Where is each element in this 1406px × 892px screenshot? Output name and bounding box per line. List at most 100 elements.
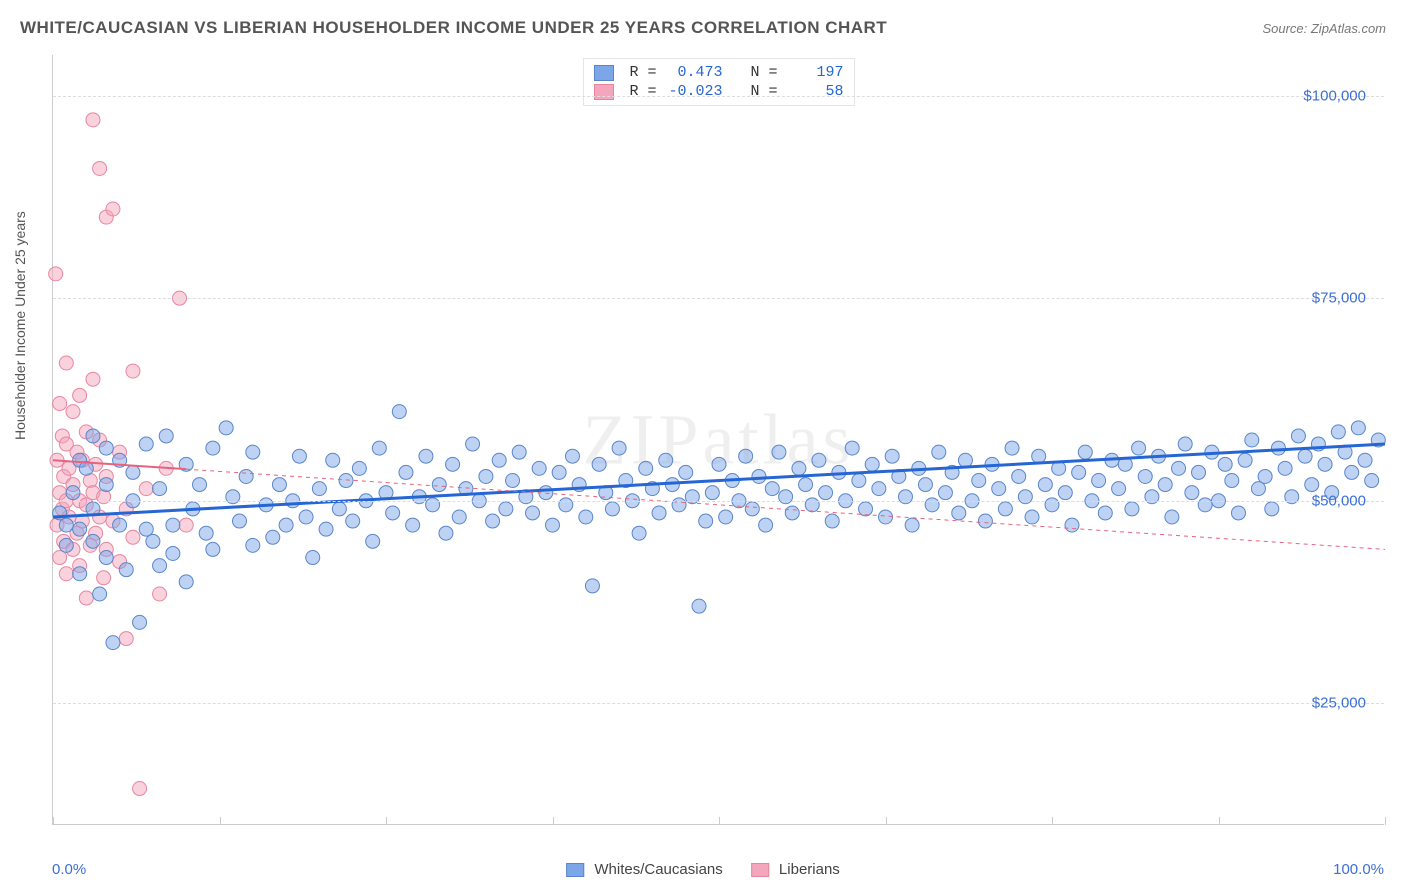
- data-point: [852, 474, 866, 488]
- data-point: [59, 356, 73, 370]
- data-point: [332, 502, 346, 516]
- x-tick: [553, 817, 554, 825]
- data-point: [812, 453, 826, 467]
- data-point: [712, 457, 726, 471]
- data-point: [1138, 469, 1152, 483]
- data-point: [133, 615, 147, 629]
- data-point: [932, 445, 946, 459]
- data-point: [1098, 506, 1112, 520]
- data-point: [366, 534, 380, 548]
- data-point: [565, 449, 579, 463]
- data-point: [439, 526, 453, 540]
- data-point: [106, 636, 120, 650]
- data-point: [1072, 465, 1086, 479]
- data-point: [526, 506, 540, 520]
- gridline: [53, 703, 1384, 704]
- data-point: [386, 506, 400, 520]
- data-point: [59, 567, 73, 581]
- data-point: [246, 445, 260, 459]
- data-point: [312, 482, 326, 496]
- data-point: [1365, 474, 1379, 488]
- chart-title: WHITE/CAUCASIAN VS LIBERIAN HOUSEHOLDER …: [20, 18, 887, 38]
- data-point: [86, 534, 100, 548]
- data-point: [392, 405, 406, 419]
- data-point: [865, 457, 879, 471]
- data-point: [1158, 478, 1172, 492]
- data-point: [166, 546, 180, 560]
- data-point: [1192, 465, 1206, 479]
- data-point: [1358, 453, 1372, 467]
- data-point: [239, 469, 253, 483]
- data-point: [59, 538, 73, 552]
- data-point: [1078, 445, 1092, 459]
- data-point: [139, 437, 153, 451]
- data-point: [765, 482, 779, 496]
- data-point: [99, 551, 113, 565]
- data-point: [1112, 482, 1126, 496]
- x-tick: [220, 817, 221, 825]
- data-point: [53, 397, 67, 411]
- data-point: [446, 457, 460, 471]
- data-point: [612, 441, 626, 455]
- data-point: [552, 465, 566, 479]
- data-point: [352, 461, 366, 475]
- data-point: [1032, 449, 1046, 463]
- y-tick-label: $50,000: [1312, 492, 1366, 509]
- swatch-series1: [593, 65, 613, 81]
- data-point: [1165, 510, 1179, 524]
- data-point: [126, 364, 140, 378]
- n-value-2: 58: [788, 83, 844, 100]
- data-point: [399, 465, 413, 479]
- data-point: [1271, 441, 1285, 455]
- data-point: [499, 502, 513, 516]
- data-point: [592, 457, 606, 471]
- data-point: [652, 506, 666, 520]
- data-point: [272, 478, 286, 492]
- data-point: [1092, 474, 1106, 488]
- data-point: [372, 441, 386, 455]
- data-point: [659, 453, 673, 467]
- data-point: [49, 267, 63, 281]
- data-point: [93, 587, 107, 601]
- x-tick: [886, 817, 887, 825]
- data-point: [266, 530, 280, 544]
- data-point: [66, 486, 80, 500]
- data-point: [166, 518, 180, 532]
- data-point: [159, 429, 173, 443]
- data-point: [492, 453, 506, 467]
- data-point: [1265, 502, 1279, 516]
- data-point: [958, 453, 972, 467]
- data-point: [632, 526, 646, 540]
- series-legend: Whites/Caucasians Liberians: [566, 861, 840, 878]
- data-point: [785, 506, 799, 520]
- data-point: [679, 465, 693, 479]
- data-point: [406, 518, 420, 532]
- data-point: [639, 461, 653, 475]
- data-point: [232, 514, 246, 528]
- legend-item-1: Whites/Caucasians: [566, 861, 723, 878]
- r-value-2: -0.023: [667, 83, 723, 100]
- data-point: [952, 506, 966, 520]
- x-max-label: 100.0%: [1333, 861, 1384, 878]
- data-point: [1225, 474, 1239, 488]
- r-value-1: 0.473: [667, 64, 723, 81]
- data-point: [66, 405, 80, 419]
- x-tick: [1385, 817, 1386, 825]
- y-tick-label: $25,000: [1312, 695, 1366, 712]
- data-point: [1298, 449, 1312, 463]
- data-point: [506, 474, 520, 488]
- data-point: [419, 449, 433, 463]
- data-point: [1132, 441, 1146, 455]
- data-point: [246, 538, 260, 552]
- data-point: [1178, 437, 1192, 451]
- data-point: [486, 514, 500, 528]
- gridline: [53, 298, 1384, 299]
- data-point: [1305, 478, 1319, 492]
- data-point: [153, 559, 167, 573]
- data-point: [199, 526, 213, 540]
- data-point: [86, 429, 100, 443]
- data-point: [479, 469, 493, 483]
- data-point: [585, 579, 599, 593]
- data-point: [179, 518, 193, 532]
- data-point: [126, 530, 140, 544]
